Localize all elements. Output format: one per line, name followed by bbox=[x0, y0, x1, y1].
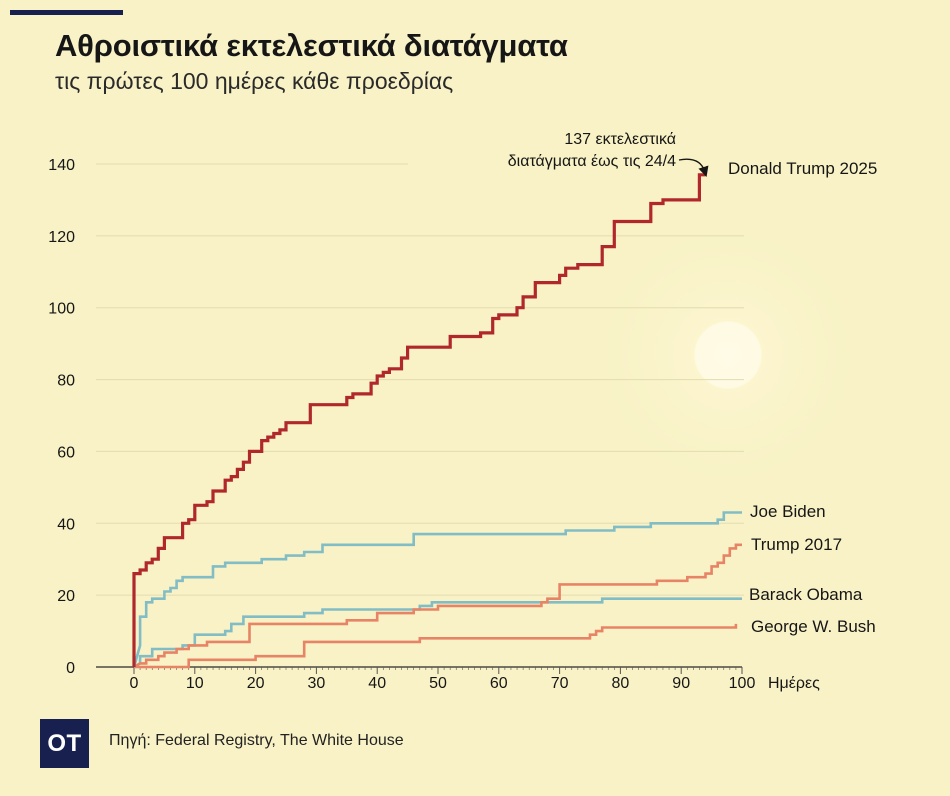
gridlines bbox=[96, 163, 744, 596]
series-label-donald-trump-2025: Donald Trump 2025 bbox=[728, 159, 877, 178]
source-note: Πηγή: Federal Registry, The White House bbox=[109, 732, 404, 749]
y-tick-label: 20 bbox=[57, 588, 75, 605]
y-tick-label: 100 bbox=[48, 301, 75, 318]
series-line-joe-biden bbox=[132, 511, 742, 668]
x-axis-unit-label: Ημέρες bbox=[768, 675, 820, 692]
x-tick-label: 30 bbox=[308, 675, 326, 692]
publisher-logo: OT bbox=[40, 719, 89, 768]
annotation-line-1: 137 εκτελεστικά bbox=[564, 131, 676, 148]
series-line-donald-trump-2025 bbox=[132, 173, 706, 667]
y-tick-label: 0 bbox=[66, 660, 75, 677]
x-axis: 0 10 20 30 40 50 60 70 80 90 100 Ημέρες bbox=[96, 666, 820, 692]
x-tick-label: 20 bbox=[247, 675, 265, 692]
series-line-barack-obama bbox=[133, 597, 742, 669]
annotation: 137 εκτελεστικά διατάγματα έως τις 24/4 bbox=[508, 131, 709, 177]
x-tick-label: 100 bbox=[729, 675, 756, 692]
y-tick-label: 120 bbox=[48, 229, 75, 246]
series-line-trump-2017 bbox=[133, 543, 742, 669]
series-label-joe-biden: Joe Biden bbox=[750, 502, 826, 521]
x-tick-label: 0 bbox=[130, 675, 139, 692]
series-label-trump-2017: Trump 2017 bbox=[751, 535, 842, 554]
x-tick-label: 50 bbox=[429, 675, 447, 692]
background-glow-decoration bbox=[578, 205, 878, 505]
y-tick-label: 80 bbox=[57, 373, 75, 390]
y-tick-label: 60 bbox=[57, 444, 75, 461]
x-tick-label: 70 bbox=[551, 675, 569, 692]
series-labels: Donald Trump 2025 Joe Biden Trump 2017 Bara… bbox=[728, 159, 877, 636]
x-tick-label: 60 bbox=[490, 675, 508, 692]
series-label-barack-obama: Barack Obama bbox=[749, 585, 863, 604]
y-tick-label: 140 bbox=[48, 157, 75, 174]
series-line-george-w-bush bbox=[134, 623, 738, 669]
chart-subtitle: τις πρώτες 100 ημέρες κάθε προεδρίας bbox=[55, 68, 454, 94]
series-lines bbox=[132, 173, 742, 669]
series-label-george-w-bush: George W. Bush bbox=[751, 617, 876, 636]
chart-title: Αθροιστικά εκτελεστικά διατάγματα bbox=[55, 28, 568, 63]
x-tick-label: 10 bbox=[186, 675, 204, 692]
x-tick-label: 80 bbox=[612, 675, 630, 692]
x-tick-label: 40 bbox=[368, 675, 386, 692]
y-tick-label: 40 bbox=[57, 516, 75, 533]
y-axis-tick-labels: 0 20 40 60 80 100 120 140 bbox=[48, 157, 75, 677]
annotation-arrow bbox=[678, 158, 709, 177]
top-accent-rule bbox=[10, 10, 123, 15]
annotation-line-2: διατάγματα έως τις 24/4 bbox=[508, 153, 676, 170]
x-tick-label: 90 bbox=[672, 675, 690, 692]
